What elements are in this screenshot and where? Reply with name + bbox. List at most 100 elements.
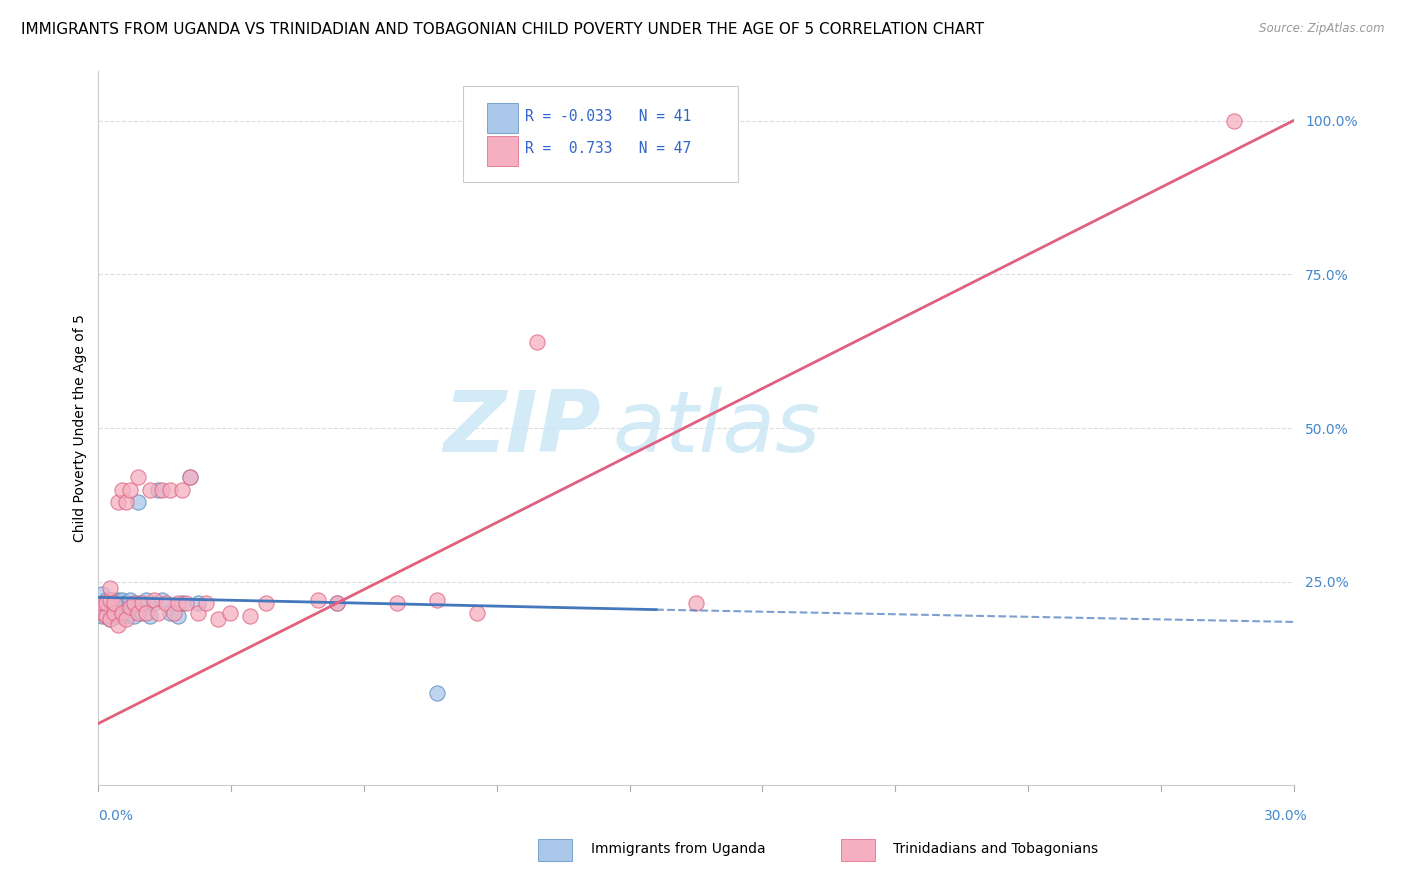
Point [107,495,129,509]
Point [135,593,157,607]
Point [111,606,134,620]
Point [127,606,149,620]
FancyBboxPatch shape [486,136,517,166]
Point [115,612,138,626]
Text: Source: ZipAtlas.com: Source: ZipAtlas.com [1260,22,1385,36]
Point [179,470,201,484]
Point [98,612,122,626]
Point [187,606,209,620]
Point [98,593,122,607]
Text: Trinidadians and Tobagonians: Trinidadians and Tobagonians [893,842,1098,856]
Point [135,606,157,620]
Point [103,608,125,623]
Point [115,597,138,611]
Point [111,606,134,620]
Point [326,597,349,611]
Text: R =  0.733   N = 47: R = 0.733 N = 47 [524,141,692,156]
Point [131,597,153,611]
Text: IMMIGRANTS FROM UGANDA VS TRINIDADIAN AND TOBAGONIAN CHILD POVERTY UNDER THE AGE: IMMIGRANTS FROM UGANDA VS TRINIDADIAN AN… [21,22,984,37]
Point [150,483,173,497]
Point [96,608,118,623]
Point [172,483,194,497]
Point [174,597,197,611]
Point [120,593,142,607]
Point [131,606,153,620]
Point [526,334,548,349]
Point [207,612,229,626]
Point [143,597,166,611]
Point [103,593,125,607]
Point [91,608,114,623]
Y-axis label: Child Poverty Under the Age of 5: Child Poverty Under the Age of 5 [73,314,87,542]
Point [124,608,146,623]
Point [139,483,162,497]
Point [103,606,125,620]
Point [107,618,129,632]
Point [103,606,125,620]
Point [167,608,190,623]
Point [195,597,218,611]
Point [111,593,134,607]
Text: 30.0%: 30.0% [1264,809,1308,823]
Point [685,597,707,611]
Point [150,593,173,607]
Point [426,593,449,607]
Point [148,606,170,620]
Point [96,608,118,623]
Point [96,593,118,607]
Point [187,597,209,611]
Point [155,597,177,611]
Point [307,593,329,607]
Point [91,597,114,611]
Point [326,597,349,611]
Point [91,597,114,611]
Point [103,597,125,611]
Point [91,587,114,601]
Text: atlas: atlas [613,386,820,470]
Point [115,495,138,509]
Point [107,606,129,620]
Text: R = -0.033   N = 41: R = -0.033 N = 41 [524,109,692,124]
Point [96,606,118,620]
Point [120,599,142,614]
Text: 0.0%: 0.0% [98,809,134,823]
Point [1223,113,1246,128]
Point [98,612,122,626]
Point [219,606,242,620]
Point [91,606,114,620]
Point [107,608,129,623]
FancyBboxPatch shape [486,103,517,134]
Point [115,608,138,623]
Point [120,606,142,620]
Point [385,597,409,611]
Point [159,483,181,497]
Point [98,608,122,623]
Point [465,606,488,620]
Text: ZIP: ZIP [443,386,600,470]
Point [124,597,146,611]
Point [143,593,166,607]
Point [148,483,170,497]
Point [167,597,190,611]
Point [179,470,201,484]
Point [127,495,149,509]
Point [159,606,181,620]
FancyBboxPatch shape [463,86,738,182]
Point [115,606,138,620]
Point [163,606,186,620]
Point [120,483,142,497]
Text: Immigrants from Uganda: Immigrants from Uganda [591,842,765,856]
Point [127,597,149,611]
Point [172,597,194,611]
Point [96,597,118,611]
Point [239,608,262,623]
Point [426,686,449,700]
Point [107,597,129,611]
Point [111,608,134,623]
Point [127,470,149,484]
Point [98,593,122,607]
Point [139,608,162,623]
Point [254,597,277,611]
Point [98,581,122,595]
Point [98,597,122,611]
